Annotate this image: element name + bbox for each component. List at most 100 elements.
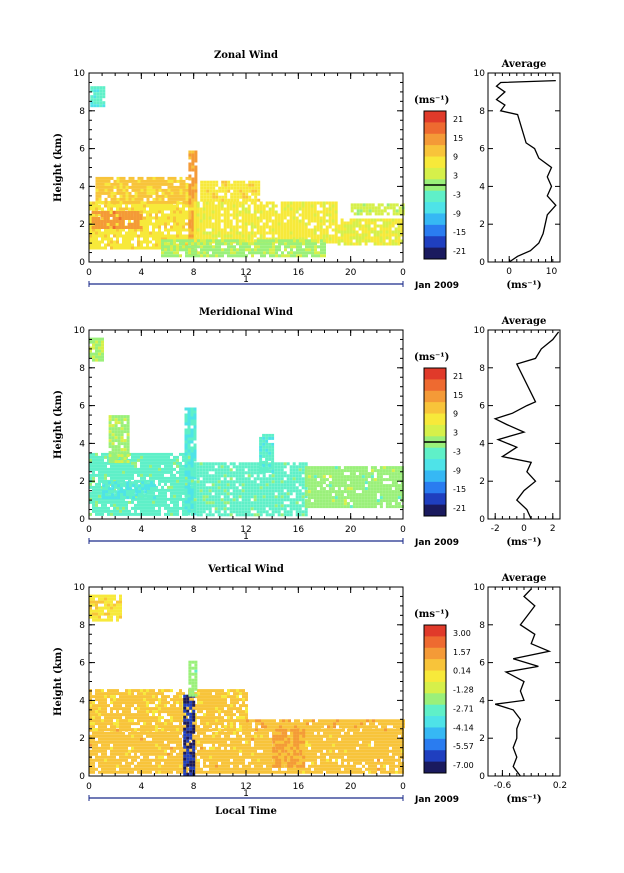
heatmap-cell [247,471,251,475]
heatmap-cell [361,466,365,470]
heatmap-cell [127,223,131,226]
heatmap-cell [158,467,161,471]
heatmap-cell [320,242,323,246]
heatmap-cell [179,228,182,232]
heatmap-cell [141,487,145,491]
heatmap-cell [313,469,317,473]
colorbar-tick-label: -21 [453,504,466,513]
heatmap-cell [152,467,155,471]
heatmap-cell [259,445,263,449]
heatmap-cell [164,216,167,220]
heatmap-cell [394,469,398,473]
heatmap-cell [244,501,248,505]
heatmap-cell [176,234,179,238]
heatmap-cell [128,467,131,471]
heatmap-cell [185,245,188,249]
heatmap-cell [152,246,155,250]
heatmap-cell [196,210,200,214]
heatmap-cell [176,479,179,483]
heatmap-cell [316,493,320,497]
heatmap-cell [167,213,170,217]
x-tick-label: 0 [400,268,406,278]
heatmap-cell [176,488,179,492]
heatmap-cell [286,228,290,232]
heatmap-cell [253,225,257,229]
heatmap-cell [365,206,369,210]
heatmap-cell [123,451,127,455]
heatmap-cell [203,251,206,255]
heatmap-cell [310,466,314,470]
heatmap-cell [89,204,92,208]
heatmap-cell [122,512,125,516]
heatmap-cell [355,496,359,500]
heatmap-cell [262,507,266,511]
heatmap-cell [304,472,308,476]
heatmap-cell [298,204,302,208]
heatmap-cell [108,454,112,458]
heatmap-cell [391,224,395,228]
heatmap-cell [196,492,200,496]
heatmap-cell [146,734,149,738]
heatmap-cell [355,230,359,234]
heatmap-cell [107,194,111,198]
heatmap-cell [143,234,146,238]
heatmap-cell [242,180,246,184]
heatmap-cell [322,216,326,220]
x-tick-label: 20 [345,268,357,278]
heatmap-cell [211,210,215,214]
heatmap-cell [373,505,377,509]
heatmap-cell [173,467,176,471]
heatmap-cell [167,216,170,220]
heatmap-cell [185,237,188,241]
heatmap-cell [209,192,213,196]
heatmap-cell [310,487,314,491]
heatmap-cell [161,248,164,252]
heatmap-cell [284,245,287,249]
heatmap-cell [337,239,341,243]
heatmap-cell [199,219,203,223]
heatmap-cell [236,254,239,258]
heatmap-cell [124,226,128,229]
heatmap-cell [361,239,365,243]
heatmap-cell [133,214,137,217]
heatmap-cell [265,498,269,502]
heatmap-cell [137,479,140,483]
heatmap-cell [121,223,125,226]
heatmap-cell [155,216,158,220]
heatmap-cell [194,168,198,172]
heatmap-cell [400,478,404,482]
heatmap-cell [382,499,386,503]
heatmap-cell [164,222,167,226]
heatmap-cell [247,507,251,511]
heatmap-cell [292,234,296,238]
heatmap-cell [131,500,134,504]
heatmap-cell [95,176,99,180]
heatmap-cell [242,254,245,258]
heatmap-cell [182,182,186,186]
heatmap-cell [247,465,251,469]
heatmap-cell [334,228,338,232]
heatmap-cell [260,731,263,735]
heatmap-cell [265,486,269,490]
heatmap-cell [218,195,222,199]
heatmap-cell [343,227,347,231]
heatmap-cell [101,343,104,347]
heatmap-cell [376,230,380,234]
heatmap-cell [364,224,368,228]
heatmap-cell [134,182,138,186]
heatmap-cell [355,481,359,485]
heatmap-cell [89,473,92,477]
heatmap-cell [358,478,362,482]
heatmap-cell [376,242,380,246]
heatmap-cell [259,489,263,493]
heatmap-cell [373,233,377,237]
heatmap-cell [337,478,341,482]
heatmap-cell [158,473,161,477]
heatmap-cell [232,237,236,241]
heatmap-cell [146,237,149,241]
heatmap-cell [397,469,401,473]
heatmap-region [89,452,194,516]
heatmap-cell [119,179,123,183]
heatmap-cell [322,219,326,223]
heatmap-cell [230,731,233,735]
